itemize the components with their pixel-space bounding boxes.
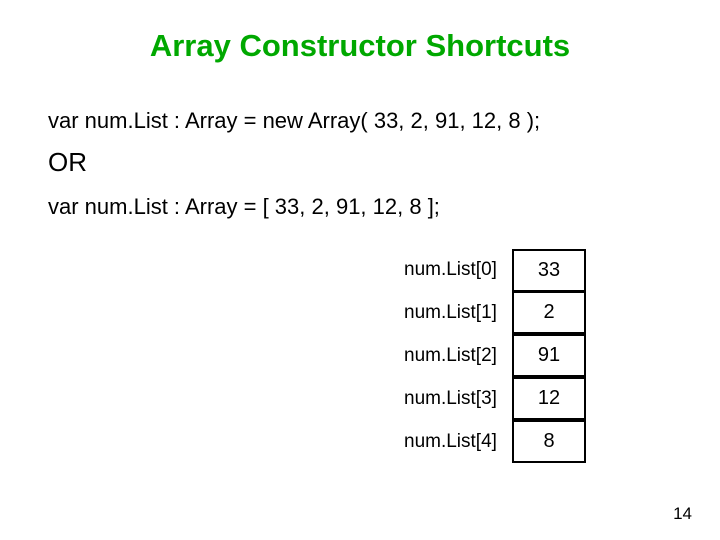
value-cell: 91 — [512, 334, 586, 377]
or-label: OR — [0, 137, 720, 192]
table-row: num.List[3] 12 — [404, 378, 586, 421]
value-cell: 2 — [512, 291, 586, 334]
table-row: num.List[2] 91 — [404, 335, 586, 378]
value-cell: 33 — [512, 249, 586, 292]
table-row: num.List[1] 2 — [404, 292, 586, 335]
index-label: num.List[0] — [404, 259, 512, 281]
index-label: num.List[1] — [404, 302, 512, 324]
array-table: num.List[0] 33 num.List[1] 2 num.List[2]… — [0, 249, 720, 464]
table-row: num.List[0] 33 — [404, 249, 586, 292]
value-cell: 12 — [512, 377, 586, 420]
page-number: 14 — [673, 504, 692, 524]
index-label: num.List[3] — [404, 388, 512, 410]
value-cell: 8 — [512, 420, 586, 463]
index-label: num.List[4] — [404, 431, 512, 453]
code-line-1: var num.List : Array = new Array( 33, 2,… — [0, 106, 720, 137]
code-line-2: var num.List : Array = [ 33, 2, 91, 12, … — [0, 192, 720, 249]
index-label: num.List[2] — [404, 345, 512, 367]
slide-title: Array Constructor Shortcuts — [0, 0, 720, 106]
table-row: num.List[4] 8 — [404, 421, 586, 464]
